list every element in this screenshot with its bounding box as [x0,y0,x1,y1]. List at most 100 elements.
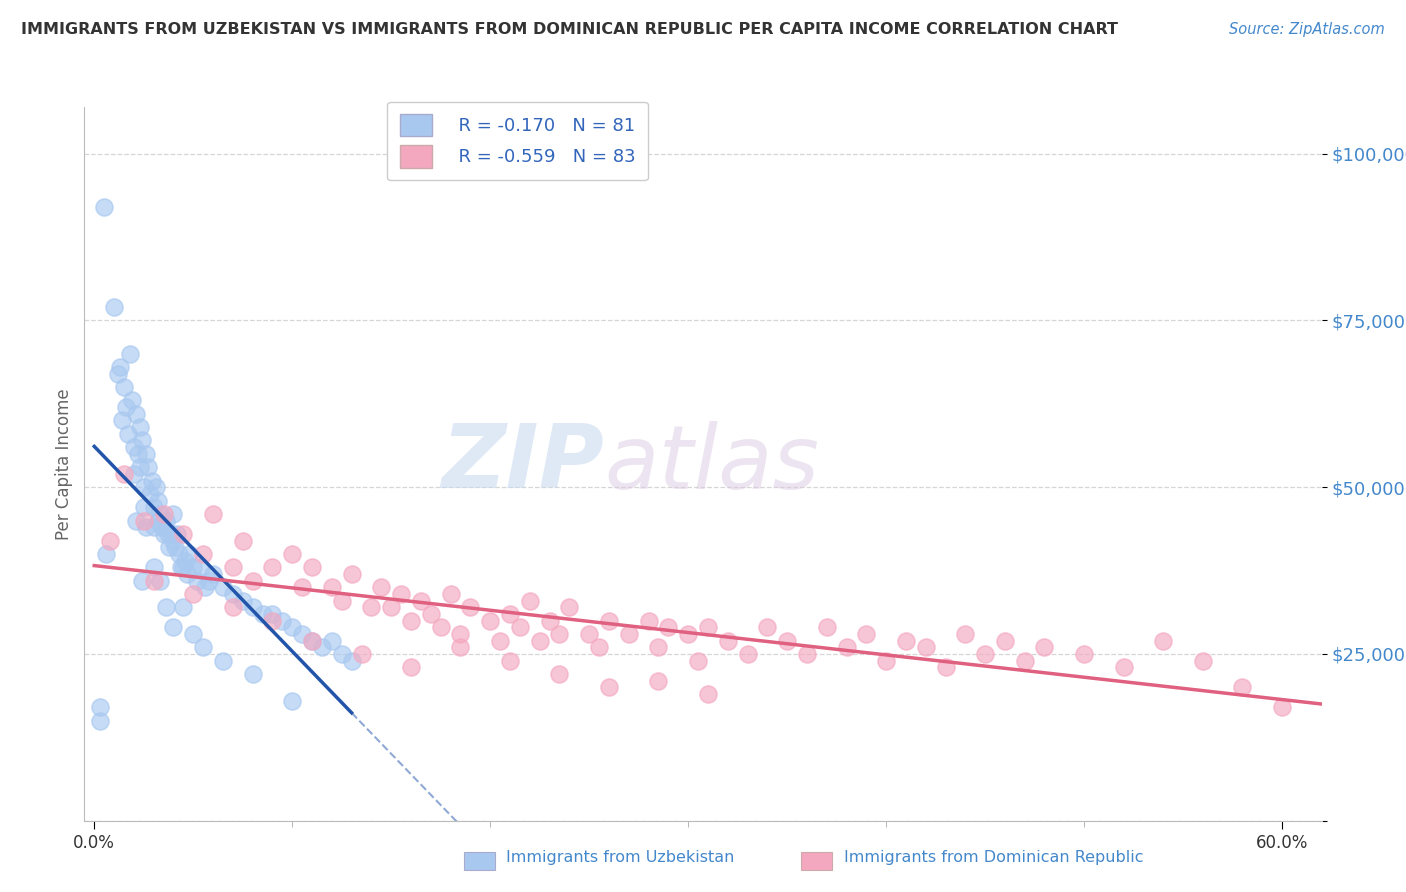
Point [169,547,191,561]
Y-axis label: Per Capita Income: Per Capita Income [55,388,73,540]
Point [301,633,323,648]
Point [162,507,184,521]
Point [135,520,157,534]
Point [330,647,353,661]
Point [479,614,502,628]
Point [135,447,157,461]
Point [156,527,179,541]
Point [191,640,214,655]
Point [252,607,274,621]
Point [340,654,363,668]
Point [122,440,145,454]
Point [149,574,172,588]
Point [301,560,323,574]
Point [519,593,541,607]
Point [697,620,720,634]
Point [131,434,153,448]
Point [176,566,198,581]
Point [450,627,472,641]
Point [121,393,143,408]
Point [132,500,155,515]
Point [190,560,212,574]
Text: Immigrants from Uzbekistan: Immigrants from Uzbekistan [506,850,734,865]
Point [340,566,363,581]
Point [271,614,294,628]
Point [974,647,997,661]
Point [291,627,314,641]
Point [548,627,571,641]
Point [1152,633,1174,648]
Point [291,580,314,594]
Point [149,507,172,521]
Point [1232,680,1254,694]
Point [350,647,373,661]
Point [103,300,125,314]
Point [118,347,141,361]
Point [815,620,838,634]
Point [132,514,155,528]
Text: IMMIGRANTS FROM UZBEKISTAN VS IMMIGRANTS FROM DOMINICAN REPUBLIC PER CAPITA INCO: IMMIGRANTS FROM UZBEKISTAN VS IMMIGRANTS… [21,22,1118,37]
Text: Immigrants from Dominican Republic: Immigrants from Dominican Republic [844,850,1143,865]
Point [142,500,165,515]
Point [146,514,169,528]
Point [301,633,323,648]
Point [146,493,169,508]
Point [330,593,353,607]
Text: Source: ZipAtlas.com: Source: ZipAtlas.com [1229,22,1385,37]
Point [186,574,208,588]
Point [232,593,254,607]
Point [212,654,235,668]
Point [222,587,245,601]
Point [647,673,669,688]
Point [756,620,779,634]
Point [875,654,897,668]
Point [311,640,333,655]
Point [179,547,201,561]
Point [242,667,264,681]
Point [152,527,174,541]
Point [162,620,184,634]
Point [370,580,392,594]
Point [380,600,402,615]
Point [588,640,610,655]
Point [894,633,917,648]
Point [509,620,531,634]
Point [796,647,818,661]
Point [281,693,304,707]
Point [89,714,111,728]
Point [439,587,461,601]
Point [107,367,129,381]
Point [181,627,204,641]
Point [419,607,441,621]
Point [117,426,139,441]
Point [647,640,669,655]
Point [232,533,254,548]
Point [111,413,134,427]
Point [172,527,194,541]
Point [162,533,184,548]
Point [222,560,245,574]
Point [174,553,197,567]
Point [112,467,135,481]
Point [676,627,699,641]
Point [994,633,1017,648]
Point [460,600,482,615]
Point [198,574,221,588]
Point [128,420,150,434]
Point [112,380,135,394]
Point [598,614,620,628]
Point [136,460,159,475]
Point [165,540,187,554]
Point [955,627,977,641]
Point [538,614,561,628]
Point [429,620,451,634]
Point [637,614,659,628]
Point [1112,660,1135,674]
Point [409,593,432,607]
Point [212,580,235,594]
Point [262,560,284,574]
Point [128,460,150,475]
Point [155,514,177,528]
Point [131,574,153,588]
Point [142,560,165,574]
